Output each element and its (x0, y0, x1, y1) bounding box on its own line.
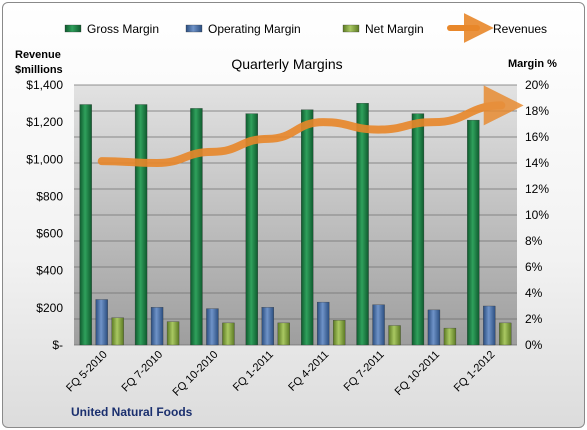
gross-margin-bar-legend-swatch (64, 24, 82, 33)
left-axis-title-line2: $millions (15, 64, 63, 76)
operating-margin-bar-legend-swatch (185, 24, 203, 33)
category-label: FQ 1-2011 (231, 349, 276, 394)
net-margin-bar (166, 321, 180, 346)
category-label: FQ 7-2010 (120, 349, 166, 395)
legend-label: Net Margin (365, 22, 424, 36)
company-name: United Natural Foods (71, 405, 193, 419)
category-label: FQ 1-2012 (452, 349, 498, 395)
left-tick-label: $400 (36, 264, 63, 278)
operating-margin-bar (206, 308, 219, 346)
legend-label: Revenues (493, 22, 547, 36)
revenue-trend-arrow (97, 85, 524, 168)
left-tick-label: $1,200 (26, 115, 63, 129)
right-tick-label: 20% (525, 78, 549, 92)
gross-margin-bar (467, 119, 480, 346)
right-axis-title: Margin % (508, 58, 557, 70)
left-axis-ticks: $- $200 $400 $600 $800 $1,000 $1,200 $1,400 (26, 78, 63, 352)
gross-margin-bar (356, 103, 369, 346)
legend-label: Operating Margin (208, 22, 301, 36)
bars (79, 103, 512, 346)
chart-title: Quarterly Margins (231, 56, 342, 72)
net-margin-bar (277, 322, 290, 346)
gross-margin-bar (411, 113, 425, 346)
gross-margin-bar (190, 108, 203, 346)
category-labels: FQ 5-2010 FQ 7-2010 FQ 10-2010 FQ 1-2011 FQ … (64, 349, 497, 399)
net-margin-bar (388, 325, 401, 346)
operating-margin-bar (372, 304, 385, 346)
left-tick-label: $200 (36, 301, 63, 315)
operating-margin-bar (427, 309, 441, 346)
right-tick-label: 10% (525, 208, 549, 222)
left-tick-label: $- (52, 338, 63, 352)
operating-margin-bar (261, 307, 274, 346)
right-tick-label: 0% (525, 338, 543, 352)
left-tick-label: $1,000 (26, 152, 63, 166)
right-tick-label: 18% (525, 104, 549, 118)
right-tick-label: 12% (525, 182, 549, 196)
net-margin-bar-legend-swatch (342, 24, 360, 33)
right-tick-label: 14% (525, 156, 549, 170)
net-margin-bar (333, 320, 346, 346)
operating-margin-bar (483, 305, 496, 346)
right-tick-label: 8% (525, 234, 543, 248)
gross-margin-bar (79, 104, 92, 346)
legend-label: Gross Margin (87, 22, 159, 36)
right-axis-ticks: 0% 2% 4% 6% 8% 10% 12% 14% 16% 18% 20% (525, 78, 549, 352)
operating-margin-bar (317, 301, 330, 346)
right-tick-label: 2% (525, 312, 543, 326)
category-label: FQ 10-2011 (393, 349, 442, 398)
right-tick-label: 4% (525, 286, 543, 300)
legend: Gross Margin Operating Margin Net Margin Re… (64, 13, 547, 43)
left-tick-label: $800 (36, 189, 63, 203)
net-margin-bar (222, 322, 235, 346)
quarterly-margins-chart: Quarterly Margins Revenue $millions Marg… (15, 13, 557, 419)
left-axis-title-line1: Revenue (15, 49, 61, 61)
operating-margin-bar (95, 299, 108, 346)
gross-margin-bar (134, 104, 148, 346)
left-tick-label: $600 (36, 227, 63, 241)
category-label: FQ 4-2011 (286, 349, 331, 394)
operating-margin-bar (150, 307, 164, 346)
net-margin-bar (499, 322, 512, 346)
category-label: FQ 7-2011 (342, 349, 387, 394)
left-tick-label: $1,400 (26, 78, 63, 92)
right-tick-label: 6% (525, 260, 543, 274)
category-label: FQ 5-2010 (64, 349, 110, 395)
gross-margin-bar (301, 109, 314, 346)
right-tick-label: 16% (525, 130, 549, 144)
net-margin-bar (111, 317, 124, 346)
net-margin-bar (443, 327, 457, 346)
revenue-trend (97, 85, 524, 168)
gross-margin-bar (245, 113, 258, 346)
category-label: FQ 10-2010 (171, 349, 221, 399)
